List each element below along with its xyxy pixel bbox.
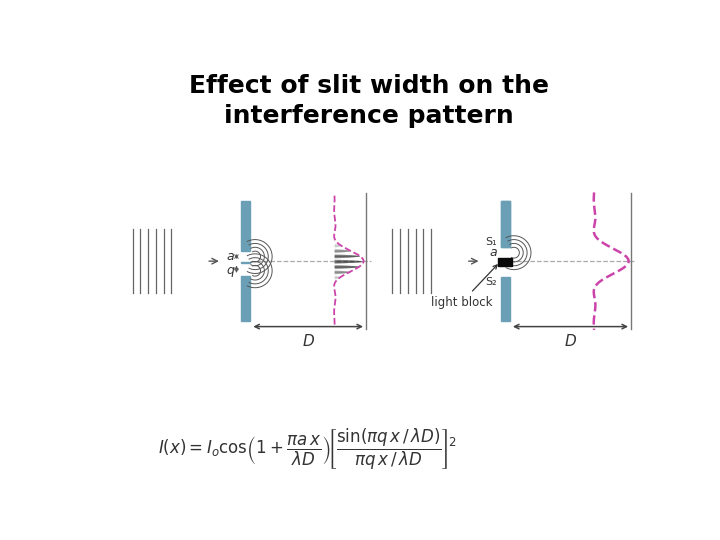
Text: q: q (226, 264, 234, 277)
Text: D: D (564, 334, 577, 349)
Bar (241, 201, 251, 251)
Bar (500, 201, 510, 247)
Bar (498, 258, 513, 266)
Text: light block: light block (431, 265, 497, 309)
Text: a: a (227, 250, 234, 263)
Bar (500, 276, 510, 321)
Text: a: a (490, 246, 497, 259)
Bar (500, 201, 510, 247)
Text: S₁: S₁ (485, 237, 497, 247)
Text: D: D (302, 334, 314, 349)
Bar (241, 276, 251, 321)
Text: $I(x) = I_o \cos\!\left(1+\dfrac{\pi a\, x}{\lambda D}\right)\!\left[\dfrac{\sin: $I(x) = I_o \cos\!\left(1+\dfrac{\pi a\,… (158, 427, 456, 472)
Text: Effect of slit width on the
interference pattern: Effect of slit width on the interference… (189, 74, 549, 128)
Text: S₂: S₂ (485, 278, 497, 287)
